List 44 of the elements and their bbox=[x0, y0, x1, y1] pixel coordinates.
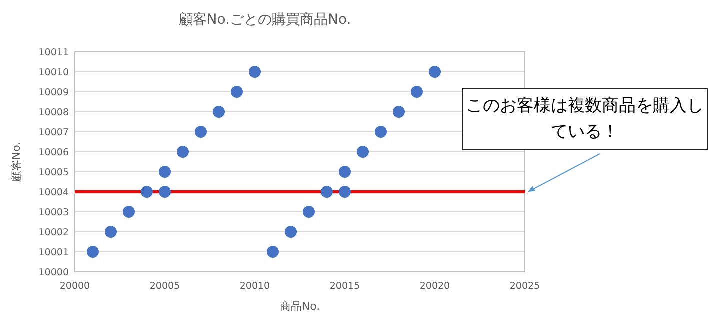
y-tick-label: 10011 bbox=[38, 48, 69, 58]
y-tick-label: 10007 bbox=[38, 128, 69, 138]
point bbox=[195, 126, 207, 138]
annotation: このお客様は複数商品を購入している！ bbox=[462, 88, 708, 150]
x-tick-label: 20020 bbox=[420, 281, 450, 292]
point bbox=[123, 206, 135, 218]
point bbox=[105, 226, 117, 238]
point bbox=[87, 246, 99, 258]
point bbox=[339, 186, 351, 198]
y-tick-label: 10008 bbox=[38, 108, 69, 118]
y-tick-label: 10009 bbox=[38, 88, 69, 98]
y-axis-title: 顧客No. bbox=[10, 142, 23, 182]
x-axis-title: 商品No. bbox=[280, 300, 320, 313]
y-tick-label: 10003 bbox=[38, 208, 69, 218]
point bbox=[303, 206, 315, 218]
y-tick-label: 10006 bbox=[38, 148, 69, 158]
x-tick-label: 20025 bbox=[510, 281, 540, 292]
point bbox=[267, 246, 279, 258]
point bbox=[339, 166, 351, 178]
x-tick-label: 20010 bbox=[240, 281, 270, 292]
y-tick-label: 10001 bbox=[38, 248, 69, 258]
point bbox=[141, 186, 153, 198]
y-tick-label: 10002 bbox=[38, 228, 69, 238]
y-tick-label: 10000 bbox=[38, 268, 69, 278]
point bbox=[321, 186, 333, 198]
point bbox=[375, 126, 387, 138]
x-tick-label: 20005 bbox=[150, 281, 180, 292]
point bbox=[213, 106, 225, 118]
point bbox=[429, 66, 441, 78]
point bbox=[159, 186, 171, 198]
y-tick-label: 10005 bbox=[38, 168, 69, 178]
point bbox=[411, 86, 423, 98]
x-tick-label: 20015 bbox=[330, 281, 360, 292]
chart-title: 顧客No.ごとの購買商品No. bbox=[178, 12, 352, 28]
x-tick-label: 20000 bbox=[60, 281, 90, 292]
y-tick-label: 10010 bbox=[38, 68, 69, 78]
point bbox=[393, 106, 405, 118]
point bbox=[231, 86, 243, 98]
point bbox=[357, 146, 369, 158]
point bbox=[177, 146, 189, 158]
y-tick-label: 10004 bbox=[38, 188, 69, 198]
point bbox=[249, 66, 261, 78]
point bbox=[159, 166, 171, 178]
point bbox=[285, 226, 297, 238]
